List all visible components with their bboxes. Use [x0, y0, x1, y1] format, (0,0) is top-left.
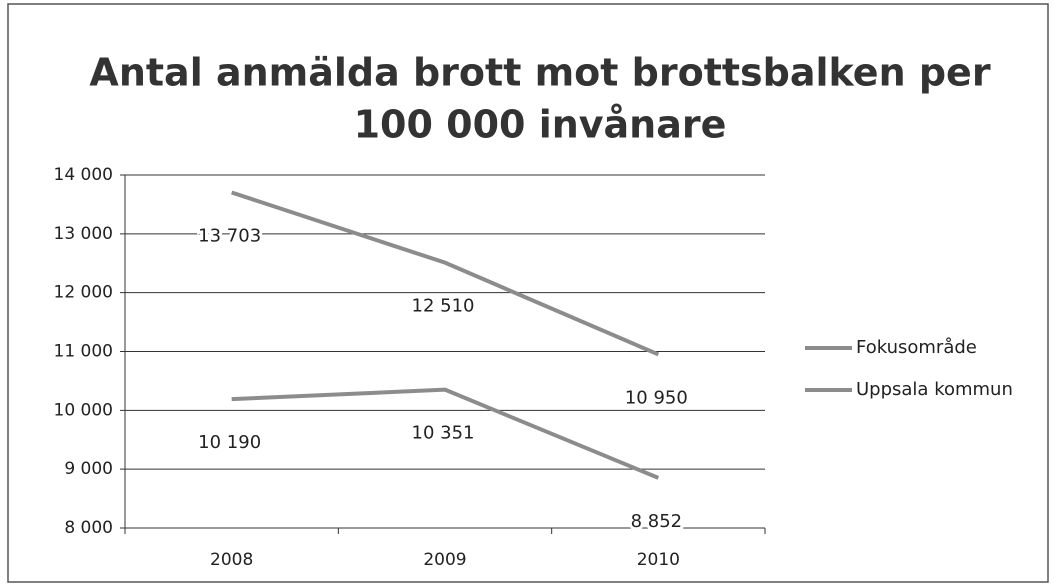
legend-label: Uppsala kommun — [856, 379, 1013, 400]
chart-title: Antal anmälda brott mot brottsbalken per — [89, 51, 990, 95]
y-tick-label: 13 000 — [54, 224, 113, 244]
series-line — [231, 190, 660, 357]
chart-border — [7, 3, 1049, 583]
x-tick-label: 2010 — [637, 550, 680, 570]
data-label: 8 852 — [631, 511, 683, 532]
x-tick-label: 2008 — [210, 550, 253, 570]
chart-title: 100 000 invånare — [354, 103, 727, 147]
y-tick-label: 14 000 — [54, 165, 113, 185]
y-tick-label: 11 000 — [54, 342, 113, 362]
data-label: 10 351 — [412, 423, 475, 444]
y-tick-label: 10 000 — [54, 400, 113, 420]
legend-label: Fokusområde — [856, 337, 977, 358]
data-label: 13 703 — [198, 225, 261, 246]
series-line — [231, 387, 660, 480]
data-label: 10 190 — [198, 432, 261, 453]
y-tick-label: 12 000 — [54, 283, 113, 303]
y-tick-label: 8 000 — [64, 518, 113, 538]
data-label: 10 950 — [625, 387, 688, 408]
x-tick-label: 2009 — [423, 550, 466, 570]
data-label: 12 510 — [412, 296, 475, 317]
y-tick-label: 9 000 — [64, 459, 113, 479]
